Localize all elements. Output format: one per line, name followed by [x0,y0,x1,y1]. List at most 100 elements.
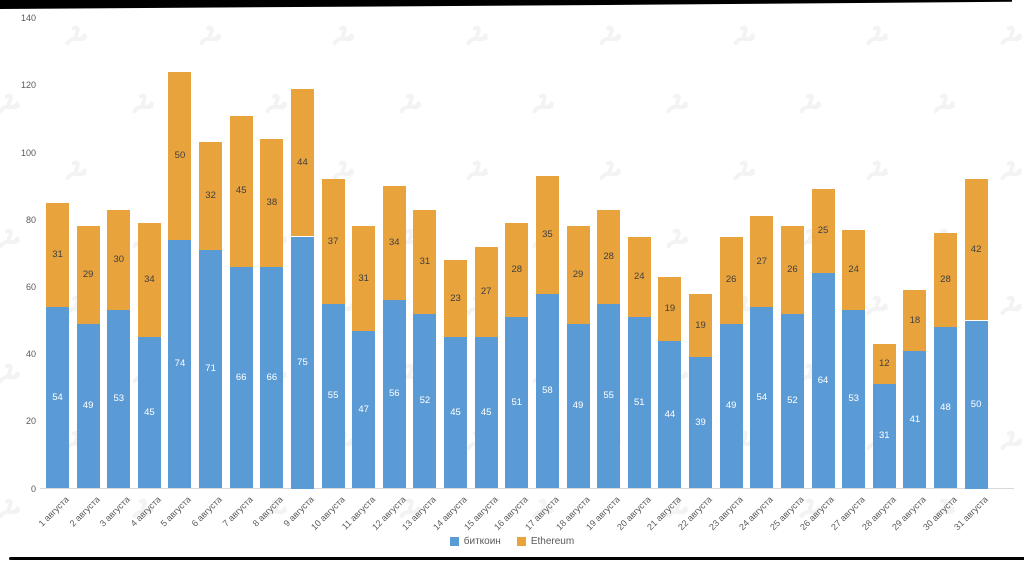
forklog-watermark-icon [999,430,1024,461]
bitcoin-value-label: 54 [52,391,63,403]
ethereum-value-label: 37 [327,235,339,247]
bar-segment-bitcoin [444,337,468,489]
bar-segment-ethereum [321,179,345,304]
bar-segment-bitcoin [229,266,253,489]
bitcoin-value-label: 55 [603,390,614,402]
bar-segment-bitcoin [750,307,774,489]
bar-segment-ethereum [780,226,804,314]
bar-segment-ethereum [903,290,927,351]
forklog-watermark-icon [331,25,357,56]
bar-segment-bitcoin [535,293,559,489]
forklog-watermark-icon [932,93,958,124]
ethereum-value-label: 30 [113,254,125,266]
bar-segment-ethereum [597,209,621,304]
bar-segment-ethereum [199,142,223,250]
image-border-bottom [9,557,1024,560]
bar-segment-ethereum [413,209,437,314]
bitcoin-value-label: 58 [542,385,553,397]
bar-segment-bitcoin [352,330,376,489]
forklog-watermark-icon [732,160,758,191]
bitcoin-value-label: 51 [633,396,645,408]
forklog-watermark-icon [198,25,224,56]
bar-segment-ethereum [842,229,866,311]
bar-segment-ethereum [229,115,253,267]
x-axis-label: 8 августа [250,494,286,529]
bar-segment-ethereum [352,226,376,331]
bitcoin-value-label: 39 [695,416,706,428]
y-tick-label: 20 [25,416,36,427]
bar-segment-bitcoin [382,300,406,489]
bar-segment-bitcoin [76,323,100,489]
ethereum-value-label: 32 [205,190,216,202]
forklog-watermark-icon [865,160,891,191]
ethereum-value-label: 19 [695,319,706,331]
bar-segment-ethereum [444,260,468,338]
ethereum-value-label: 50 [174,149,186,161]
forklog-watermark-icon [665,228,691,259]
forklog-watermark-icon [598,160,624,191]
bar-segment-bitcoin [260,266,284,489]
y-tick-label: 40 [25,349,36,360]
ethereum-value-label: 18 [909,314,921,326]
bar-segment-bitcoin [505,317,529,489]
bitcoin-value-label: 64 [817,374,829,386]
ethereum-value-label: 35 [542,228,553,240]
ethereum-value-label: 26 [725,274,737,286]
bitcoin-value-label: 55 [327,390,339,402]
legend-item: Ethereum [516,536,575,547]
bar-segment-ethereum [566,226,590,324]
bitcoin-value-label: 66 [266,371,278,383]
bar-segment-ethereum [719,236,743,324]
ethereum-value-label: 38 [266,196,278,208]
bar-segment-bitcoin [719,323,743,489]
bitcoin-value-label: 52 [787,395,798,407]
ethereum-value-label: 26 [787,264,798,276]
forklog-watermark-icon [264,93,290,124]
bar-segment-bitcoin [290,236,314,489]
bar-segment-ethereum [964,179,988,321]
bar-segment-bitcoin [689,357,713,489]
bar-segment-ethereum [107,209,131,311]
ethereum-value-label: 29 [572,269,584,281]
y-tick-label: 120 [20,80,36,91]
forklog-watermark-icon [0,228,23,259]
bar-segment-ethereum [382,186,406,301]
forklog-watermark-icon [465,25,491,56]
bar-segment-bitcoin [780,313,804,489]
bar-segment-ethereum [137,223,161,338]
legend-label: Ethereum [530,536,575,547]
bitcoin-value-label: 54 [756,391,768,403]
bitcoin-value-label: 47 [358,403,369,415]
y-tick-label: 60 [25,281,36,292]
bar-segment-ethereum [290,88,314,237]
x-axis-label: 4 августа [128,494,163,529]
bar-segment-bitcoin [811,273,835,489]
forklog-watermark-icon [598,25,624,56]
ethereum-value-label: 31 [358,272,369,284]
ethereum-value-label: 27 [480,285,492,297]
bitcoin-value-label: 41 [909,413,921,425]
ethereum-value-label: 28 [940,274,951,286]
bar-segment-ethereum [76,226,100,324]
y-tick-label: 80 [25,214,36,225]
ethereum-value-label: 31 [419,255,431,267]
bar-segment-ethereum [811,189,835,274]
bitcoin-value-label: 51 [511,396,523,408]
ethereum-value-label: 24 [633,270,645,282]
forklog-watermark-icon [0,498,23,529]
bar-segment-ethereum [658,276,682,341]
forklog-watermark-icon [531,93,557,124]
bitcoin-value-label: 50 [970,398,982,410]
bitcoin-value-label: 31 [878,430,890,442]
y-tick-label: 140 [20,13,36,24]
x-axis-label: 3 августа [97,494,133,529]
bar-segment-ethereum [933,233,957,328]
bitcoin-value-label: 49 [572,400,584,412]
forklog-watermark-icon [798,93,824,124]
forklog-watermark-icon [999,160,1024,191]
legend-label: биткоин [463,536,501,547]
x-axis-line [40,488,1014,489]
bar-segment-ethereum [689,293,713,358]
forklog-watermark-icon [865,25,891,56]
